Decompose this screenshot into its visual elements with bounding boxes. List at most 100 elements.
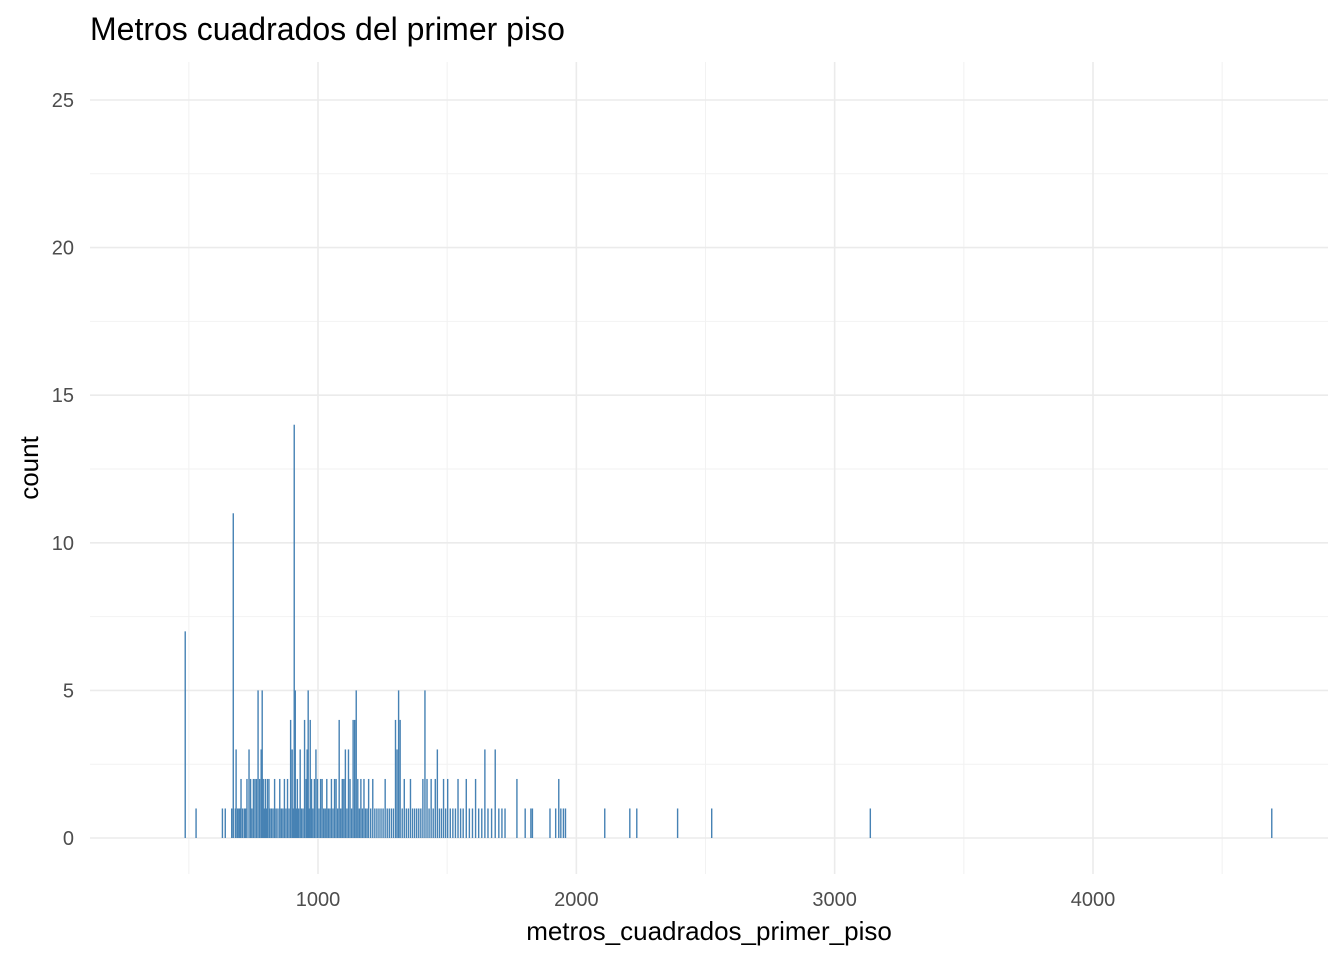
- histogram-bar: [1271, 808, 1273, 838]
- histogram-bar: [444, 808, 447, 838]
- histogram-bar: [315, 749, 317, 838]
- histogram-bar: [264, 778, 266, 838]
- y-tick-label: 0: [63, 828, 74, 850]
- histogram-bar: [382, 808, 384, 838]
- histogram-bar: [411, 808, 414, 838]
- histogram-bar: [438, 808, 441, 838]
- histogram-bar: [422, 778, 424, 838]
- histogram-bar: [282, 808, 284, 838]
- histogram-bar: [335, 778, 337, 838]
- histogram-bar: [370, 808, 372, 838]
- histogram-bar: [277, 808, 279, 838]
- histogram-bar: [636, 808, 638, 838]
- y-tick-label: 15: [52, 385, 74, 407]
- histogram-bar: [434, 778, 436, 838]
- histogram-bar: [388, 808, 390, 838]
- histogram-bar: [234, 808, 237, 838]
- histogram-bar: [376, 808, 378, 838]
- histogram-bar: [243, 808, 246, 838]
- histogram-bar: [265, 808, 268, 838]
- histogram-bar: [426, 778, 428, 838]
- y-tick-label: 10: [52, 533, 74, 555]
- x-tick-label: 2000: [554, 889, 599, 911]
- histogram-bar: [413, 808, 416, 838]
- histogram-bar: [293, 424, 295, 838]
- histogram-bar: [361, 808, 364, 838]
- histogram-bar: [308, 808, 310, 838]
- histogram-bar: [471, 808, 474, 838]
- histogram-bar: [562, 808, 565, 838]
- histogram-bar: [415, 808, 418, 838]
- histogram-bar: [516, 778, 518, 838]
- histogram-bar: [302, 808, 304, 838]
- histogram-bar: [291, 749, 293, 838]
- histogram-bar: [344, 749, 347, 838]
- histogram-bar: [340, 808, 342, 838]
- histogram-bar: [316, 778, 319, 838]
- histogram-bar: [494, 749, 496, 838]
- histogram-bar: [364, 808, 367, 838]
- histogram-bar: [336, 808, 339, 838]
- x-tick-label: 3000: [812, 889, 857, 911]
- y-tick-label: 5: [63, 680, 74, 702]
- histogram-bar: [869, 808, 872, 838]
- histogram-bar: [352, 719, 354, 838]
- histogram-bar: [554, 808, 557, 838]
- x-axis-label: metros_cuadrados_primer_piso: [526, 916, 892, 946]
- histogram-bar: [564, 808, 567, 838]
- histogram-bar: [257, 690, 259, 838]
- histogram-bar: [462, 808, 464, 838]
- major-gridlines: [90, 62, 1328, 874]
- histogram-bar: [338, 719, 340, 838]
- histogram-bar: [347, 749, 350, 838]
- histogram-bar: [468, 808, 471, 838]
- histogram-bar: [487, 808, 489, 838]
- histogram-bar: [313, 778, 316, 838]
- histogram-bar: [498, 808, 500, 838]
- histogram-bar: [481, 808, 483, 838]
- histogram-bar: [262, 778, 264, 838]
- histogram-bar: [384, 778, 386, 838]
- histogram-bar: [252, 778, 255, 838]
- histogram-bar: [295, 808, 297, 838]
- histogram-bar: [396, 749, 398, 838]
- histogram-bar: [474, 778, 477, 838]
- histogram-bar: [409, 778, 412, 838]
- histogram-bar: [251, 808, 253, 838]
- histogram-bar: [449, 808, 451, 838]
- histogram-bar: [604, 808, 606, 838]
- histogram-bar: [436, 749, 439, 838]
- histogram-bar: [420, 808, 422, 838]
- histogram-bar: [221, 808, 224, 838]
- histogram-bar: [560, 808, 562, 838]
- histogram-bar: [310, 778, 313, 838]
- histogram-bar: [238, 808, 240, 838]
- histogram-bar: [273, 778, 276, 838]
- histogram-bar: [303, 719, 306, 838]
- histogram-bar: [286, 778, 289, 838]
- histogram-bar: [392, 808, 395, 838]
- histogram-bar: [558, 778, 560, 838]
- histogram-bar: [269, 808, 271, 838]
- histogram-bar: [255, 778, 258, 838]
- histogram-bar: [239, 808, 241, 838]
- histogram-bars: [184, 424, 1273, 838]
- histogram-bar: [283, 778, 286, 838]
- y-axis-label: count: [14, 435, 44, 499]
- histogram-bar: [676, 808, 679, 838]
- histogram-bar: [390, 808, 393, 838]
- histogram-bar: [261, 690, 263, 838]
- histogram-bar: [300, 808, 303, 838]
- histogram-bar: [312, 808, 314, 838]
- histogram-bar: [236, 808, 239, 838]
- histogram-bar: [254, 778, 256, 838]
- histogram-bar: [378, 808, 380, 838]
- histogram-bar: [321, 778, 323, 838]
- histogram-bar: [195, 808, 197, 838]
- histogram-bar: [224, 808, 226, 838]
- histogram-bar: [305, 778, 307, 838]
- histogram-bar: [329, 808, 331, 838]
- histogram-bar: [490, 808, 493, 838]
- chart-title: Metros cuadrados del primer piso: [90, 11, 565, 47]
